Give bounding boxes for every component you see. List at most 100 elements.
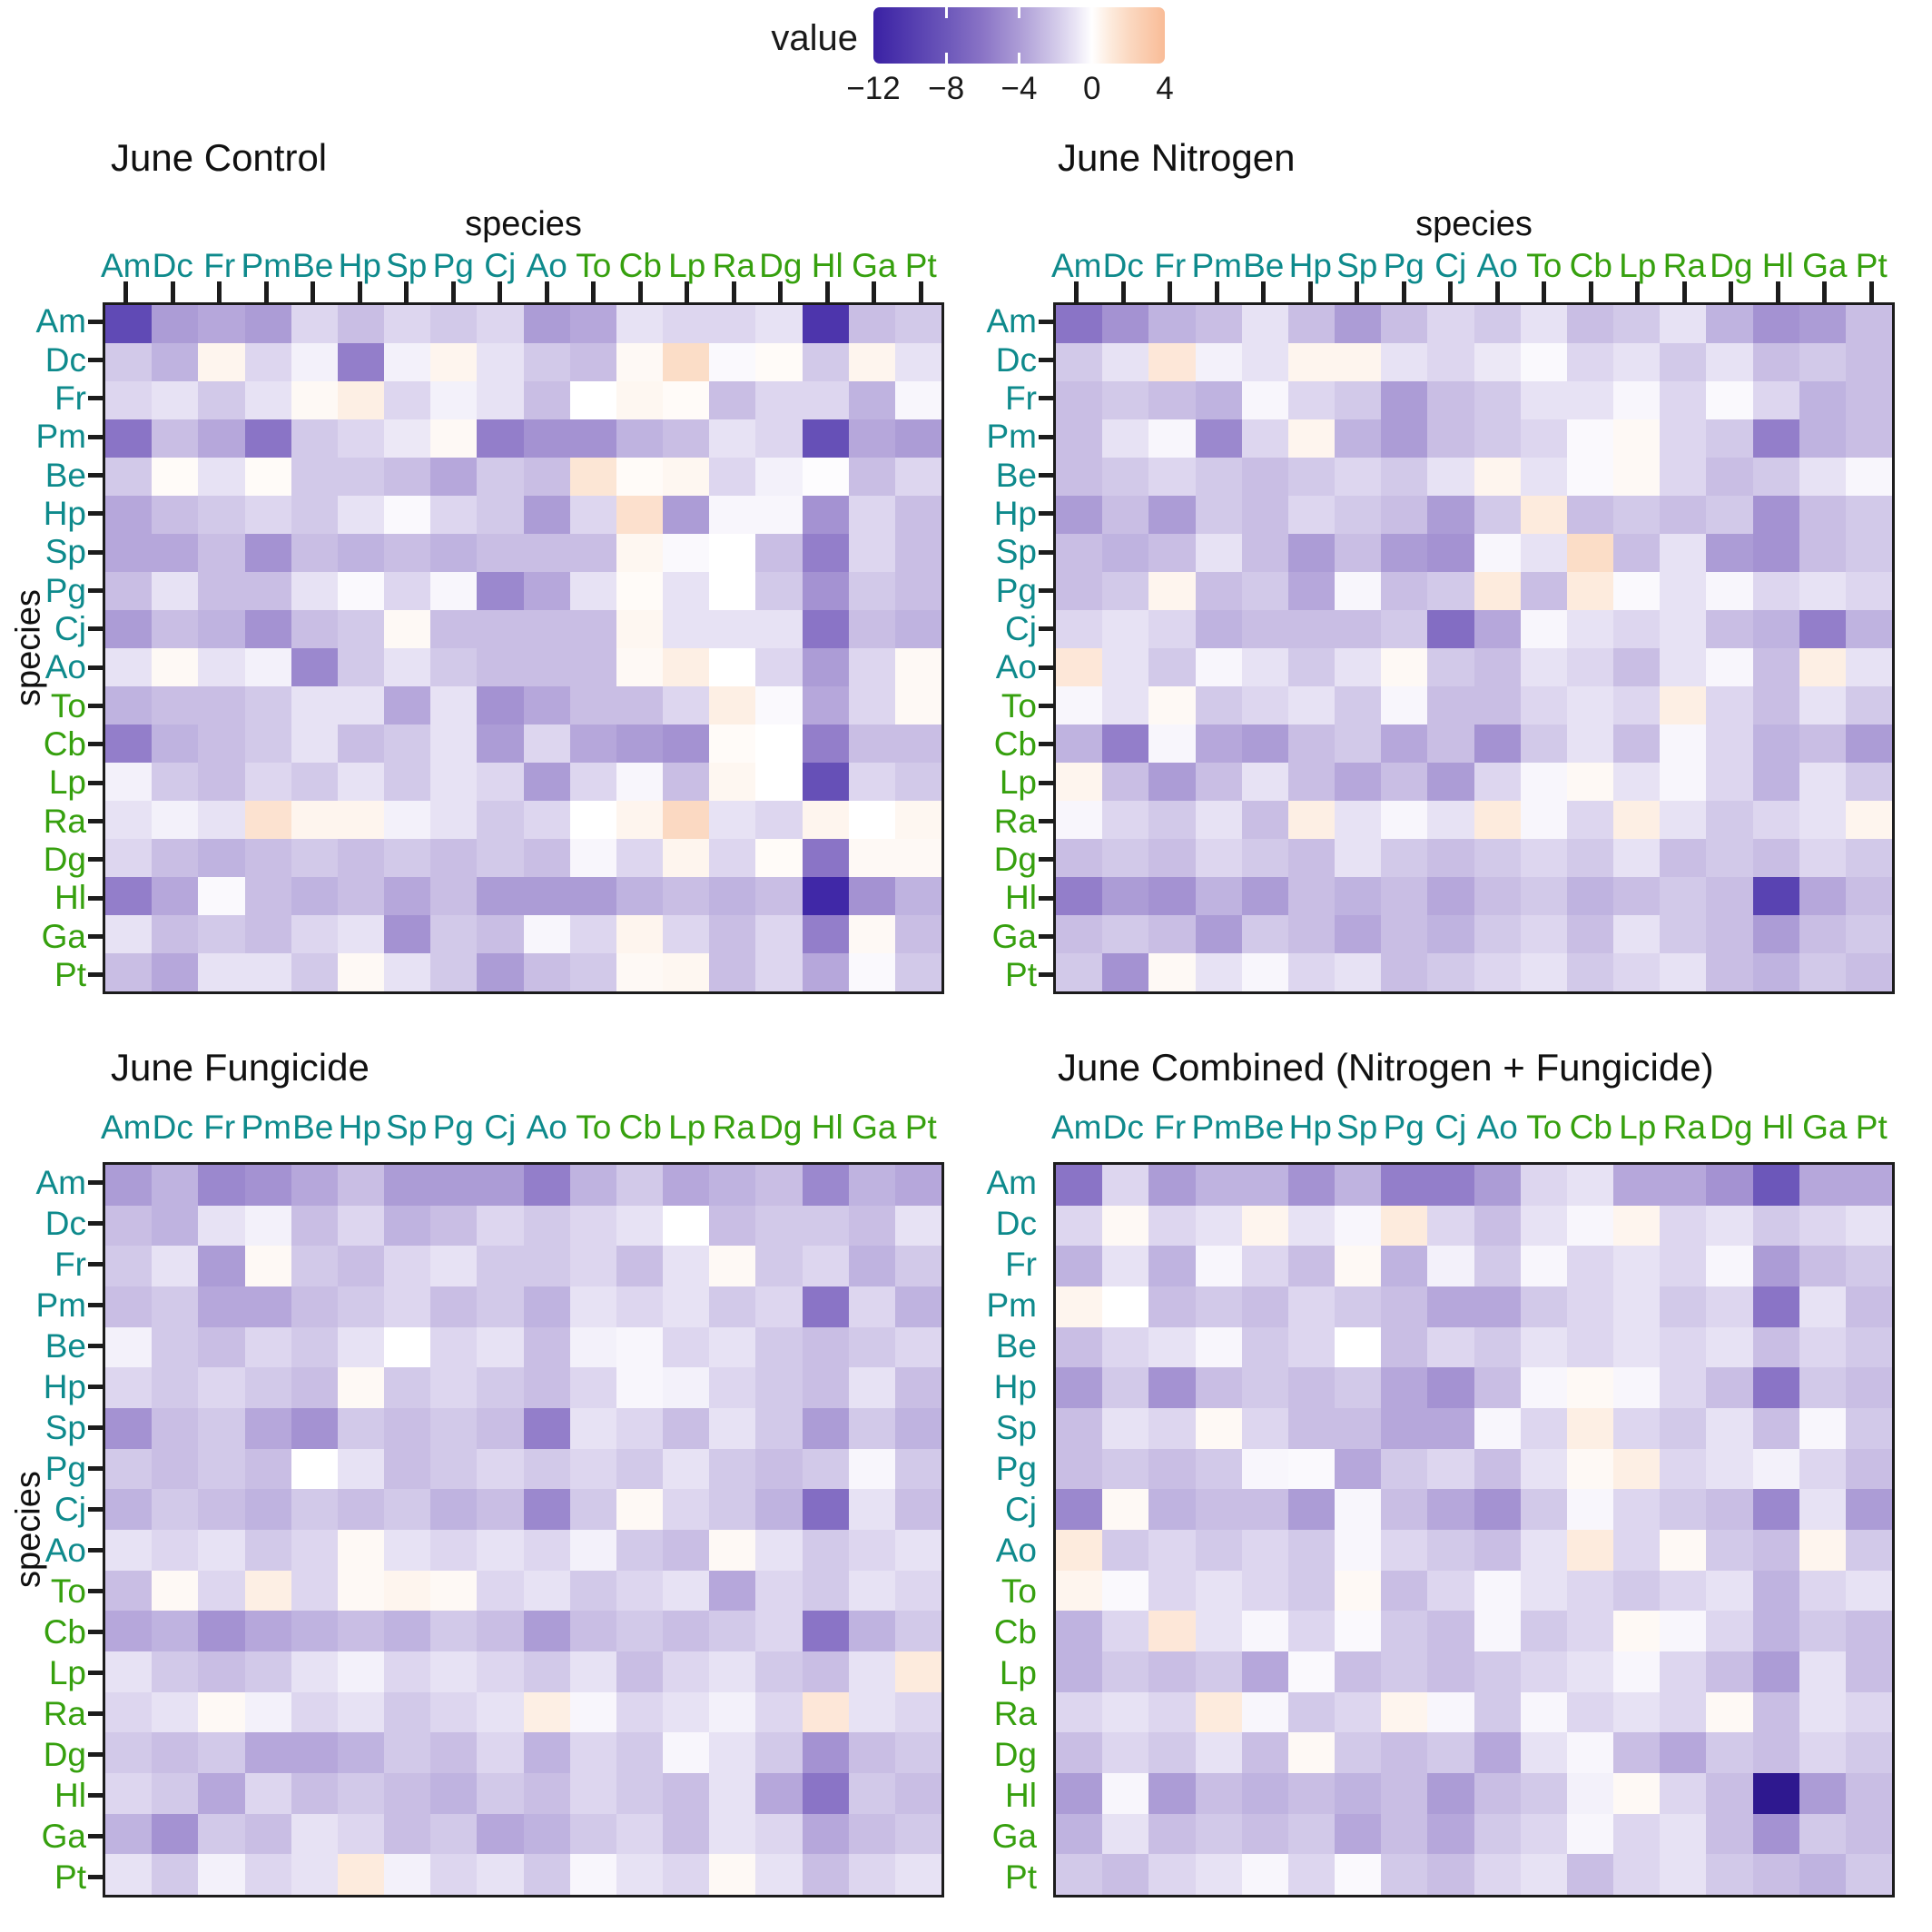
heatmap-cell: [1287, 1367, 1335, 1408]
heatmap-cell: [1799, 915, 1846, 953]
heatmap-cell: [1520, 1367, 1567, 1408]
heatmap-cell: [1241, 1367, 1288, 1408]
heatmap-cell: [523, 1611, 570, 1651]
heatmap-cell: [569, 496, 616, 534]
heatmap-cell: [1474, 343, 1521, 381]
y-axis-tick: [88, 1548, 103, 1552]
heatmap-cell: [1381, 1854, 1428, 1895]
legend-tick-label: −12: [846, 71, 901, 106]
heatmap-cell: [1799, 763, 1846, 801]
heatmap-cell: [291, 1813, 338, 1855]
heatmap-cell: [1474, 1286, 1521, 1327]
heatmap-cell: [1566, 1732, 1613, 1773]
heatmap-cell: [1566, 534, 1613, 572]
heatmap-cell: [477, 610, 524, 648]
heatmap-cell: [663, 801, 710, 839]
heatmap-cell: [1287, 801, 1335, 839]
heatmap-cell: [477, 1246, 524, 1286]
y-axis-tick: [1039, 319, 1053, 324]
heatmap-cell: [384, 1165, 431, 1206]
heatmap-cell: [384, 763, 431, 801]
heatmap-cell: [1335, 801, 1382, 839]
heatmap-cell: [709, 1854, 756, 1895]
heatmap-cell: [1845, 1651, 1892, 1692]
heatmap-cell: [105, 686, 153, 724]
heatmap-cell: [1195, 496, 1242, 534]
heatmap-cell: [1566, 1813, 1613, 1855]
heatmap-cell: [1566, 1448, 1613, 1490]
heatmap-cell: [1381, 877, 1428, 915]
heatmap-cell: [1799, 1448, 1846, 1490]
heatmap-cell: [1660, 419, 1707, 458]
heatmap-cell: [430, 1205, 478, 1247]
heatmap-cell: [1148, 1651, 1196, 1692]
heatmap-cell: [523, 915, 570, 953]
heatmap-cell: [1845, 1367, 1892, 1408]
heatmap-cell: [709, 1165, 756, 1206]
heatmap-cell: [477, 1367, 524, 1408]
heatmap-cell: [1148, 953, 1196, 991]
heatmap-cell: [244, 648, 291, 686]
heatmap-cell: [569, 1286, 616, 1327]
heatmap-cell: [1056, 724, 1103, 763]
heatmap-cell: [1287, 648, 1335, 686]
y-axis-tick: [1039, 358, 1053, 362]
heatmap-cell: [291, 801, 338, 839]
heatmap-cell: [477, 1611, 524, 1651]
heatmap-cell: [198, 763, 245, 801]
heatmap-cell: [1056, 1367, 1103, 1408]
col-label-pt: Pt: [1855, 1109, 1888, 1146]
heatmap-cell: [848, 1530, 895, 1571]
heatmap-cell: [755, 763, 803, 801]
heatmap-cell: [709, 381, 756, 419]
heatmap-cell: [616, 953, 663, 991]
heatmap-cell: [1287, 419, 1335, 458]
heatmap-cell: [1195, 839, 1242, 877]
heatmap-cell: [384, 1367, 431, 1408]
heatmap-cell: [1381, 1651, 1428, 1692]
heatmap-cell: [152, 1326, 199, 1368]
heatmap-cell: [1566, 1651, 1613, 1692]
heatmap-cell: [1474, 686, 1521, 724]
heatmap-cell: [244, 915, 291, 953]
heatmap-cell: [569, 1165, 616, 1206]
heatmap-cell: [105, 1611, 153, 1651]
heatmap-cell: [894, 610, 941, 648]
heatmap-cell: [1566, 915, 1613, 953]
heatmap-cell: [1427, 572, 1474, 610]
heatmap-cell: [291, 1773, 338, 1814]
row-label-pt: Pt: [1005, 1858, 1037, 1896]
heatmap-cell: [477, 572, 524, 610]
heatmap-cell: [569, 1691, 616, 1733]
heatmap-cell: [1845, 1691, 1892, 1733]
heatmap-cell: [1335, 1286, 1382, 1327]
heatmap-cell: [1799, 534, 1846, 572]
heatmap-cell: [848, 1205, 895, 1247]
heatmap-cell: [1474, 610, 1521, 648]
col-label-hp: Hp: [1288, 1109, 1332, 1146]
heatmap-cell: [1195, 305, 1242, 343]
heatmap-cell: [430, 1408, 478, 1449]
heatmap-cell: [1287, 1691, 1335, 1733]
row-label-be: Be: [44, 456, 86, 494]
heatmap-cell: [569, 839, 616, 877]
heatmap-cell: [152, 1732, 199, 1773]
heatmap-cell: [1613, 1367, 1661, 1408]
heatmap-cell: [384, 1530, 431, 1571]
col-label-to: To: [1526, 247, 1562, 284]
heatmap-cell: [384, 534, 431, 572]
heatmap-cell: [663, 1205, 710, 1247]
heatmap-cell: [1056, 305, 1103, 343]
heatmap-cell: [709, 1286, 756, 1327]
heatmap-cell: [1241, 1326, 1288, 1368]
heatmap-cell: [755, 1813, 803, 1855]
heatmap-cell: [616, 801, 663, 839]
heatmap-cell: [569, 1651, 616, 1692]
heatmap-cell: [1613, 1530, 1661, 1571]
heatmap-cell: [244, 305, 291, 343]
heatmap-cell: [105, 305, 153, 343]
heatmap-cell: [105, 1408, 153, 1449]
heatmap-cell: [477, 1651, 524, 1692]
heatmap-cell: [523, 686, 570, 724]
heatmap-cell: [291, 1854, 338, 1895]
